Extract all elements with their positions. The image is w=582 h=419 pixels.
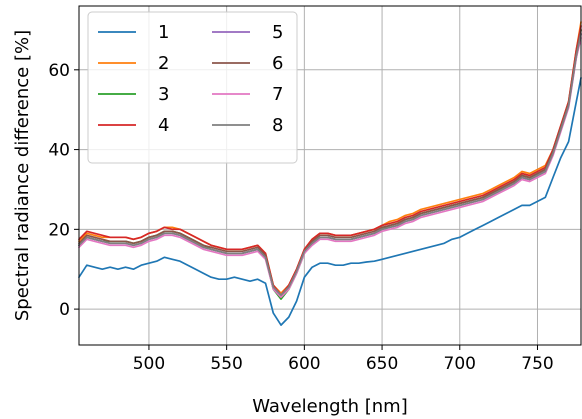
- x-tick-label: 750: [521, 354, 553, 374]
- y-axis-title: Spectral radiance difference [%]: [12, 30, 33, 321]
- x-tick-label: 500: [133, 354, 165, 374]
- legend-label-1: 1: [158, 22, 169, 43]
- legend-label-3: 3: [158, 84, 169, 105]
- series-line-4: [78, 25, 582, 296]
- y-tick-label: 60: [48, 61, 70, 81]
- legend-label-5: 5: [272, 22, 283, 43]
- legend-label-8: 8: [272, 115, 283, 136]
- legend-label-7: 7: [272, 84, 283, 105]
- series-lines: [78, 21, 582, 326]
- series-line-7: [78, 37, 582, 298]
- legend-label-4: 4: [158, 115, 169, 136]
- legend-label-2: 2: [158, 53, 169, 74]
- y-tick-label: 20: [48, 220, 70, 240]
- x-tick-label: 700: [444, 354, 476, 374]
- series-line-1: [78, 76, 582, 326]
- plot-frame: [78, 5, 582, 346]
- series-line-6: [78, 29, 582, 298]
- legend-box: [87, 11, 298, 164]
- x-axis-title: Wavelength [nm]: [252, 396, 408, 417]
- y-axis-ticks: 0 20 40 60: [48, 61, 79, 320]
- x-tick-label: 600: [288, 354, 320, 374]
- y-tick-label: 0: [59, 300, 70, 320]
- y-tick-label: 40: [48, 141, 70, 161]
- series-line-8: [78, 33, 582, 296]
- x-tick-label: 550: [210, 354, 242, 374]
- legend: 1 2 3 4 5 6 7 8: [87, 11, 298, 164]
- x-axis-ticks: 500 550 600 650 700 750: [133, 345, 554, 374]
- x-tick-label: 650: [366, 354, 398, 374]
- legend-label-6: 6: [272, 53, 283, 74]
